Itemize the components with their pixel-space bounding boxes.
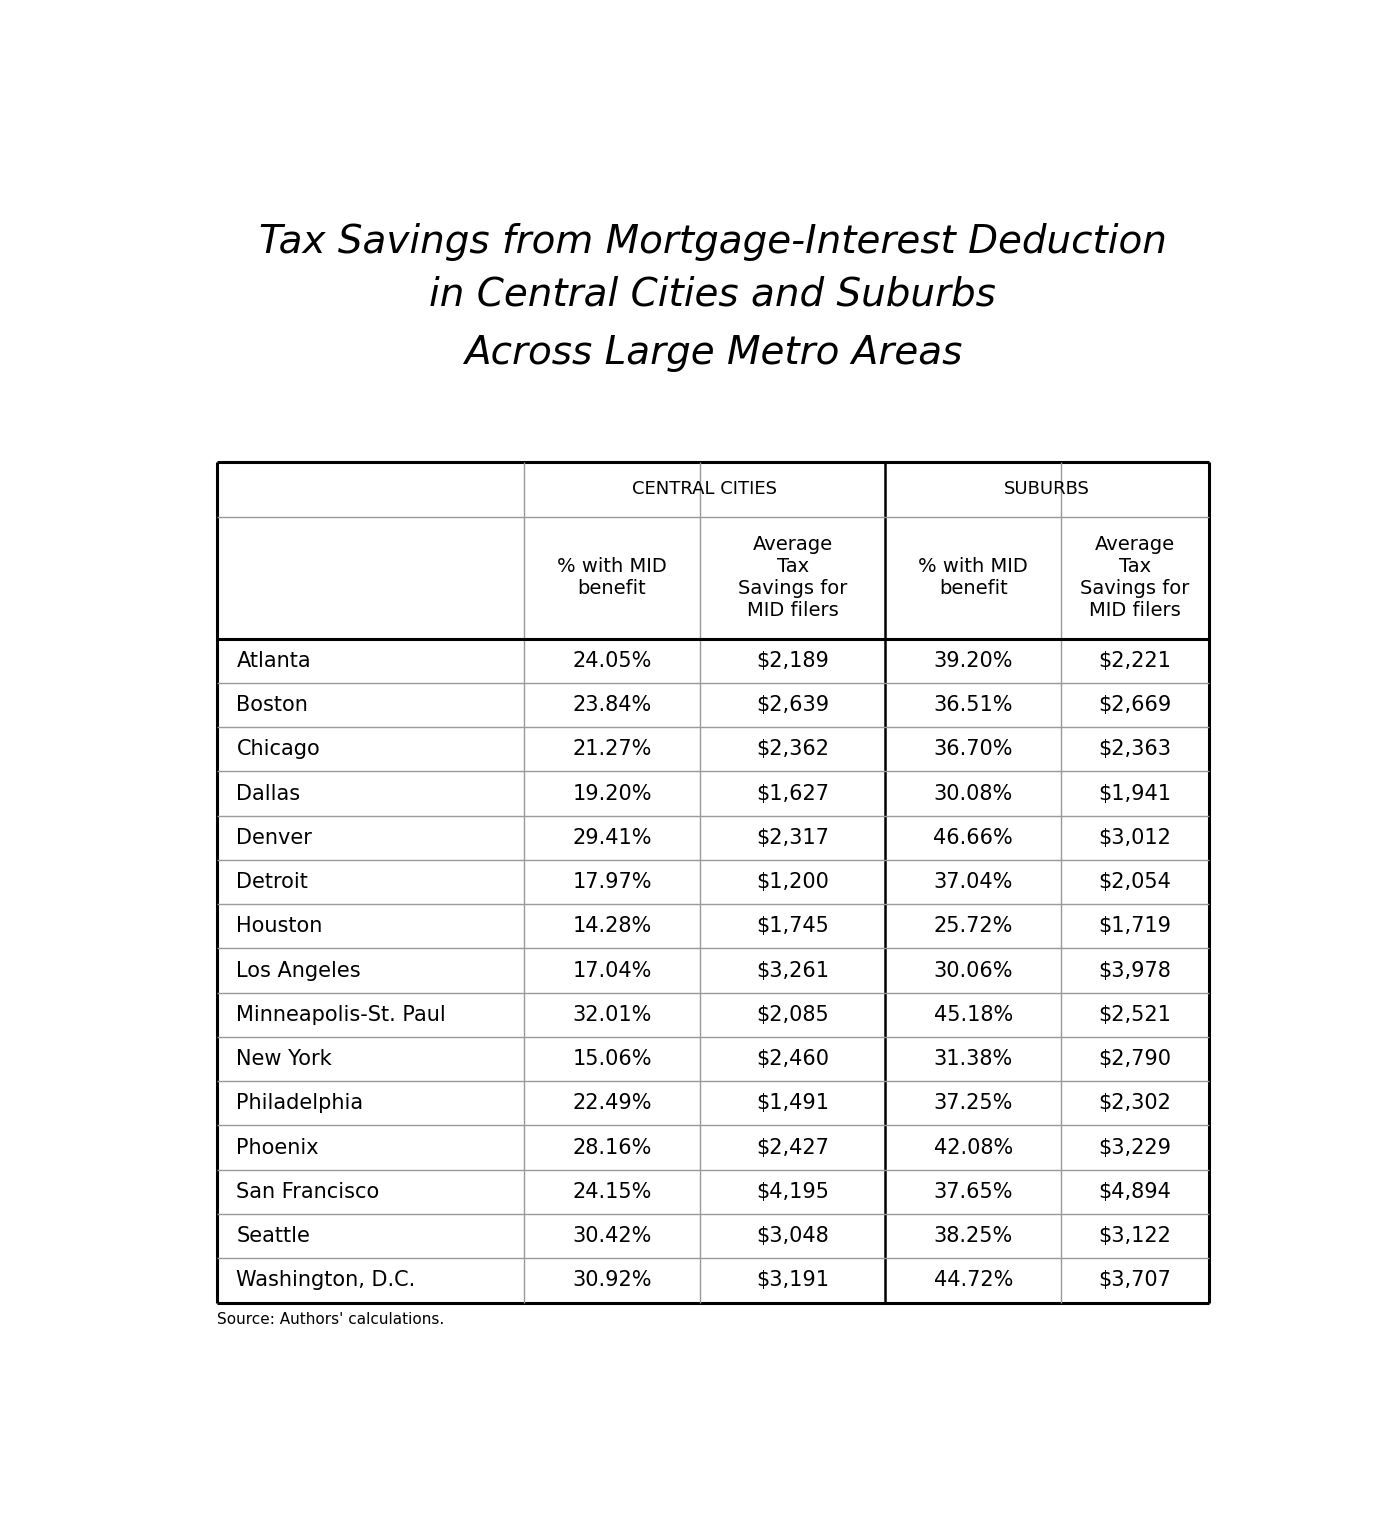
Text: Across Large Metro Areas: Across Large Metro Areas [463, 334, 963, 371]
Text: 24.15%: 24.15% [573, 1182, 652, 1202]
Text: 32.01%: 32.01% [573, 1005, 652, 1025]
Text: $2,639: $2,639 [757, 694, 829, 716]
Text: 15.06%: 15.06% [572, 1049, 652, 1069]
Text: $2,317: $2,317 [757, 828, 829, 847]
Text: in Central Cities and Suburbs: in Central Cities and Suburbs [430, 276, 996, 314]
Text: 23.84%: 23.84% [573, 694, 652, 716]
Text: 21.27%: 21.27% [573, 740, 652, 760]
Text: Boston: Boston [236, 694, 309, 716]
Text: 29.41%: 29.41% [572, 828, 652, 847]
Text: $3,261: $3,261 [757, 961, 829, 981]
Text: $1,745: $1,745 [757, 916, 829, 937]
Text: 22.49%: 22.49% [572, 1093, 652, 1113]
Text: $2,790: $2,790 [1099, 1049, 1171, 1069]
Text: 39.20%: 39.20% [933, 650, 1013, 670]
Text: $3,048: $3,048 [757, 1226, 829, 1246]
Text: SUBURBS: SUBURBS [1004, 481, 1091, 499]
Text: $1,941: $1,941 [1099, 784, 1171, 803]
Text: $3,229: $3,229 [1099, 1137, 1171, 1158]
Text: 37.04%: 37.04% [933, 872, 1013, 891]
Text: 36.70%: 36.70% [933, 740, 1013, 760]
Text: Houston: Houston [236, 916, 323, 937]
Text: 30.08%: 30.08% [933, 784, 1013, 803]
Text: 17.04%: 17.04% [573, 961, 652, 981]
Text: 37.65%: 37.65% [933, 1182, 1013, 1202]
Text: Average
Tax
Savings for
MID filers: Average Tax Savings for MID filers [1081, 535, 1189, 620]
Text: $2,302: $2,302 [1099, 1093, 1171, 1113]
Text: $1,627: $1,627 [757, 784, 829, 803]
Text: 46.66%: 46.66% [933, 828, 1013, 847]
Text: CENTRAL CITIES: CENTRAL CITIES [633, 481, 778, 499]
Text: 44.72%: 44.72% [933, 1270, 1013, 1290]
Text: San Francisco: San Francisco [236, 1182, 380, 1202]
Text: 14.28%: 14.28% [573, 916, 652, 937]
Text: $2,460: $2,460 [757, 1049, 829, 1069]
Text: 19.20%: 19.20% [572, 784, 652, 803]
Text: % with MID
benefit: % with MID benefit [918, 558, 1028, 599]
Text: Phoenix: Phoenix [236, 1137, 319, 1158]
Text: $3,122: $3,122 [1099, 1226, 1171, 1246]
Text: $1,719: $1,719 [1099, 916, 1171, 937]
Text: $2,521: $2,521 [1099, 1005, 1171, 1025]
Text: Average
Tax
Savings for
MID filers: Average Tax Savings for MID filers [739, 535, 847, 620]
Text: $2,189: $2,189 [757, 650, 829, 670]
Text: $2,085: $2,085 [757, 1005, 829, 1025]
Text: $4,195: $4,195 [757, 1182, 829, 1202]
Text: 25.72%: 25.72% [933, 916, 1013, 937]
Text: 42.08%: 42.08% [933, 1137, 1013, 1158]
Text: Detroit: Detroit [236, 872, 309, 891]
Text: % with MID
benefit: % with MID benefit [558, 558, 666, 599]
Text: $1,491: $1,491 [757, 1093, 829, 1113]
Text: $2,669: $2,669 [1099, 694, 1171, 716]
Text: New York: New York [236, 1049, 332, 1069]
Text: Chicago: Chicago [236, 740, 320, 760]
Text: $1,200: $1,200 [757, 872, 829, 891]
Text: Washington, D.C.: Washington, D.C. [236, 1270, 416, 1290]
Text: Los Angeles: Los Angeles [236, 961, 362, 981]
Text: Dallas: Dallas [236, 784, 300, 803]
Text: Source: Authors' calculations.: Source: Authors' calculations. [217, 1311, 444, 1326]
Text: 17.97%: 17.97% [572, 872, 652, 891]
Text: 30.42%: 30.42% [573, 1226, 652, 1246]
Text: $3,191: $3,191 [757, 1270, 829, 1290]
Text: $3,978: $3,978 [1099, 961, 1171, 981]
Text: 30.06%: 30.06% [933, 961, 1013, 981]
Text: 45.18%: 45.18% [933, 1005, 1013, 1025]
Text: 30.92%: 30.92% [572, 1270, 652, 1290]
Text: 38.25%: 38.25% [933, 1226, 1013, 1246]
Text: 31.38%: 31.38% [933, 1049, 1013, 1069]
Text: 28.16%: 28.16% [573, 1137, 652, 1158]
Text: Tax Savings from Mortgage-Interest Deduction: Tax Savings from Mortgage-Interest Deduc… [259, 223, 1167, 261]
Text: 37.25%: 37.25% [933, 1093, 1013, 1113]
Text: $2,363: $2,363 [1099, 740, 1171, 760]
Text: Denver: Denver [236, 828, 312, 847]
Text: Minneapolis-St. Paul: Minneapolis-St. Paul [236, 1005, 447, 1025]
Text: $2,362: $2,362 [757, 740, 829, 760]
Text: $2,221: $2,221 [1099, 650, 1171, 670]
Text: 24.05%: 24.05% [573, 650, 652, 670]
Text: Philadelphia: Philadelphia [236, 1093, 363, 1113]
Text: $3,707: $3,707 [1099, 1270, 1171, 1290]
Text: $4,894: $4,894 [1099, 1182, 1171, 1202]
Text: Seattle: Seattle [236, 1226, 310, 1246]
Text: 36.51%: 36.51% [933, 694, 1013, 716]
Text: $3,012: $3,012 [1099, 828, 1171, 847]
Text: $2,054: $2,054 [1099, 872, 1171, 891]
Text: $2,427: $2,427 [757, 1137, 829, 1158]
Text: Atlanta: Atlanta [236, 650, 312, 670]
